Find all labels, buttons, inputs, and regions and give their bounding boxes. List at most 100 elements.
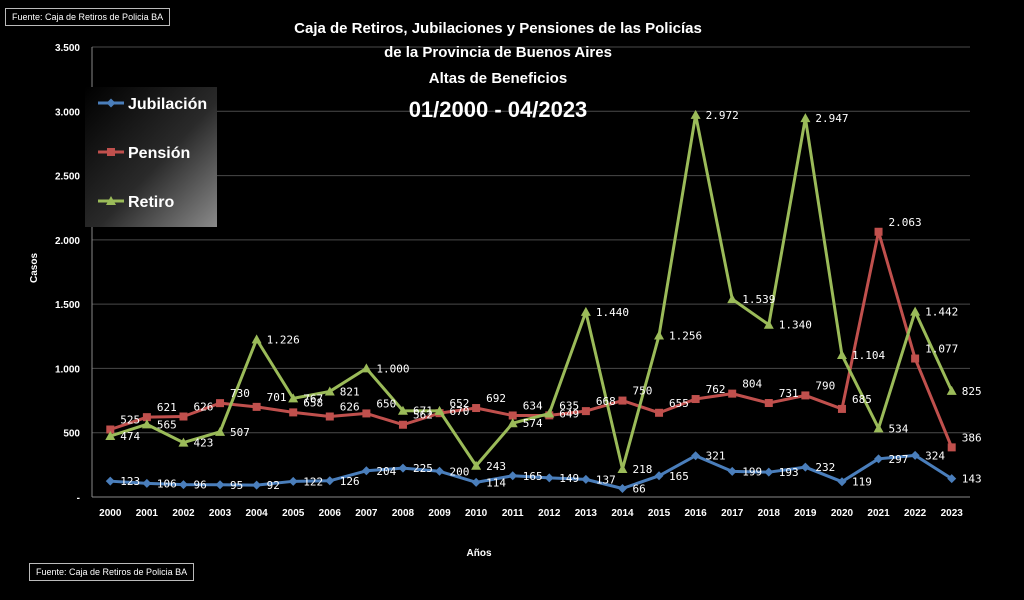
series-layer bbox=[105, 109, 957, 494]
legend-marker-retiro bbox=[106, 196, 116, 205]
data-label-pension: 635 bbox=[559, 399, 579, 412]
data-label-jubilacion: 297 bbox=[889, 453, 909, 466]
data-point-jubilacion bbox=[398, 463, 408, 473]
data-label-pension: 804 bbox=[742, 378, 762, 391]
y-tick-label: 3.000 bbox=[55, 107, 80, 118]
data-label-retiro: 767 bbox=[303, 392, 323, 405]
chart-title-line-1: Caja de Retiros, Jubilaciones y Pensione… bbox=[294, 20, 702, 37]
data-label-retiro: 243 bbox=[486, 460, 506, 473]
data-labels: 123 106 96 95 92 122 126 204 225 200 114 165 149 137 6… bbox=[120, 109, 981, 496]
data-label-jubilacion: 122 bbox=[303, 475, 323, 488]
x-tick-label: 2009 bbox=[428, 508, 451, 519]
x-tick-label: 2004 bbox=[246, 508, 269, 519]
data-label-jubilacion: 204 bbox=[376, 465, 396, 478]
legend-label-retiro: Retiro bbox=[128, 194, 174, 211]
data-point-jubilacion bbox=[435, 466, 445, 476]
data-label-retiro: 474 bbox=[120, 430, 140, 443]
x-tick-label: 2001 bbox=[136, 508, 159, 519]
x-tick-label: 2007 bbox=[355, 508, 378, 519]
x-tick-label: 2008 bbox=[392, 508, 415, 519]
x-tick-label: 2020 bbox=[831, 508, 854, 519]
x-tick-label: 2003 bbox=[209, 508, 232, 519]
data-label-retiro: 1.000 bbox=[376, 362, 409, 375]
data-point-retiro bbox=[763, 319, 774, 329]
data-label-retiro: 574 bbox=[523, 417, 543, 430]
data-point-retiro bbox=[434, 405, 445, 415]
data-label-retiro: 2.947 bbox=[815, 112, 848, 125]
data-label-pension: 692 bbox=[486, 392, 506, 405]
data-point-pension bbox=[398, 420, 407, 429]
data-point-jubilacion bbox=[142, 478, 152, 488]
data-label-pension: 668 bbox=[596, 395, 616, 408]
data-point-jubilacion bbox=[178, 480, 188, 490]
data-point-jubilacion bbox=[837, 477, 847, 487]
data-point-pension bbox=[289, 408, 298, 417]
data-point-jubilacion bbox=[215, 480, 225, 490]
data-point-pension bbox=[325, 412, 334, 421]
x-tick-label: 2002 bbox=[172, 508, 195, 519]
data-point-retiro bbox=[105, 431, 116, 441]
data-point-jubilacion bbox=[288, 476, 298, 486]
data-label-jubilacion: 92 bbox=[267, 479, 280, 492]
data-label-pension: 658 bbox=[303, 396, 323, 409]
data-label-pension: 730 bbox=[230, 387, 250, 400]
data-point-retiro bbox=[141, 419, 152, 429]
data-label-pension: 750 bbox=[632, 385, 652, 398]
data-label-pension: 634 bbox=[523, 399, 543, 412]
chart-title-line-4: 01/2000 - 04/2023 bbox=[409, 97, 588, 122]
data-point-pension bbox=[801, 391, 810, 400]
legend-label-jubilacion: Jubilación bbox=[128, 96, 207, 113]
data-label-pension: 626 bbox=[193, 401, 213, 414]
x-tick-label: 2017 bbox=[721, 508, 744, 519]
data-point-retiro bbox=[946, 385, 957, 395]
data-label-pension: 525 bbox=[120, 414, 140, 427]
data-label-retiro: 825 bbox=[962, 385, 982, 398]
data-point-retiro bbox=[251, 334, 262, 344]
data-point-jubilacion bbox=[617, 484, 627, 494]
data-label-retiro: 821 bbox=[340, 385, 360, 398]
data-point-pension bbox=[252, 402, 261, 411]
data-label-retiro: 1.539 bbox=[742, 293, 775, 306]
data-point-retiro bbox=[727, 294, 738, 304]
data-point-pension bbox=[655, 408, 664, 417]
data-point-pension bbox=[911, 354, 920, 363]
data-point-pension bbox=[764, 399, 773, 408]
data-label-pension: 790 bbox=[815, 379, 835, 392]
data-label-jubilacion: 200 bbox=[450, 465, 470, 478]
x-tick-label: 2016 bbox=[685, 508, 708, 519]
data-point-pension bbox=[179, 412, 188, 421]
data-label-retiro: 1.256 bbox=[669, 330, 702, 343]
x-tick-label: 2010 bbox=[465, 508, 488, 519]
data-label-retiro: 1.104 bbox=[852, 349, 885, 362]
data-label-jubilacion: 119 bbox=[852, 476, 872, 489]
data-point-pension bbox=[837, 404, 846, 413]
data-point-retiro bbox=[580, 306, 591, 316]
series-line-jubilacion bbox=[110, 453, 953, 491]
data-label-pension: 2.063 bbox=[889, 216, 922, 229]
x-tick-label: 2011 bbox=[502, 508, 524, 519]
data-label-pension: 1.077 bbox=[925, 343, 958, 356]
data-point-retiro bbox=[471, 460, 482, 470]
data-point-jubilacion bbox=[947, 474, 957, 484]
data-point-jubilacion bbox=[910, 450, 920, 460]
x-tick-label: 2022 bbox=[904, 508, 927, 519]
data-label-retiro: 507 bbox=[230, 426, 250, 439]
x-tick-label: 2013 bbox=[575, 508, 598, 519]
y-tick-label: 500 bbox=[63, 429, 80, 440]
chart-title-line-2: de la Provincia de Buenos Aires bbox=[384, 44, 612, 61]
data-point-retiro bbox=[617, 463, 628, 473]
data-point-jubilacion bbox=[361, 466, 371, 476]
data-label-retiro: 1.226 bbox=[267, 333, 300, 346]
data-point-retiro bbox=[544, 408, 555, 418]
data-point-jubilacion bbox=[691, 451, 701, 461]
data-label-jubilacion: 232 bbox=[815, 461, 835, 474]
data-point-retiro bbox=[873, 423, 884, 433]
data-label-retiro: 1.440 bbox=[596, 306, 629, 319]
data-label-retiro: 565 bbox=[157, 418, 177, 431]
data-label-jubilacion: 143 bbox=[962, 473, 982, 486]
data-label-jubilacion: 96 bbox=[193, 479, 206, 492]
x-tick-label: 2019 bbox=[794, 508, 817, 519]
data-label-pension: 650 bbox=[376, 397, 396, 410]
data-point-retiro bbox=[910, 306, 921, 316]
data-point-pension bbox=[581, 407, 590, 416]
